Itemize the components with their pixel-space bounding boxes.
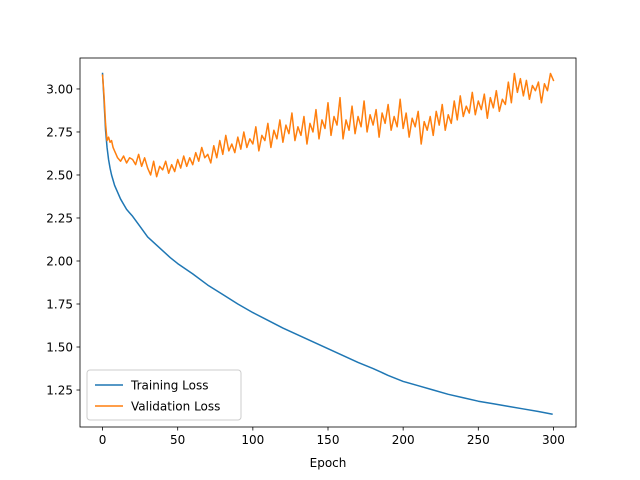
legend: Training Loss Validation Loss <box>86 369 242 421</box>
series-layer <box>101 72 555 415</box>
x-tick-label: 50 <box>170 433 185 447</box>
series-line-training-loss <box>101 72 553 415</box>
y-tick-label: 2.00 <box>46 254 73 268</box>
x-ticks: 0 50 100 150 200 250 300 <box>99 427 565 447</box>
y-tick-label: 1.25 <box>46 383 73 397</box>
legend-entry-label: Validation Loss <box>131 399 220 413</box>
x-tick-label: 250 <box>467 433 490 447</box>
y-ticks: 1.25 1.50 1.75 2.00 2.25 2.50 2.75 3.00 <box>46 82 80 397</box>
legend-entry-label: Training Loss <box>130 378 208 392</box>
x-tick-label: 100 <box>241 433 264 447</box>
x-tick-label: 300 <box>542 433 565 447</box>
y-tick-label: 1.75 <box>46 297 73 311</box>
x-tick-label: 150 <box>317 433 340 447</box>
y-tick-label: 3.00 <box>46 82 73 96</box>
y-tick-label: 2.75 <box>46 125 73 139</box>
y-tick-label: 2.25 <box>46 211 73 225</box>
legend-box <box>86 369 242 421</box>
series-line-validation-loss <box>101 72 555 178</box>
x-axis-label: Epoch <box>310 456 347 470</box>
x-tick-label: 200 <box>392 433 415 447</box>
y-tick-label: 2.50 <box>46 168 73 182</box>
x-tick-label: 0 <box>99 433 107 447</box>
y-tick-label: 1.50 <box>46 340 73 354</box>
